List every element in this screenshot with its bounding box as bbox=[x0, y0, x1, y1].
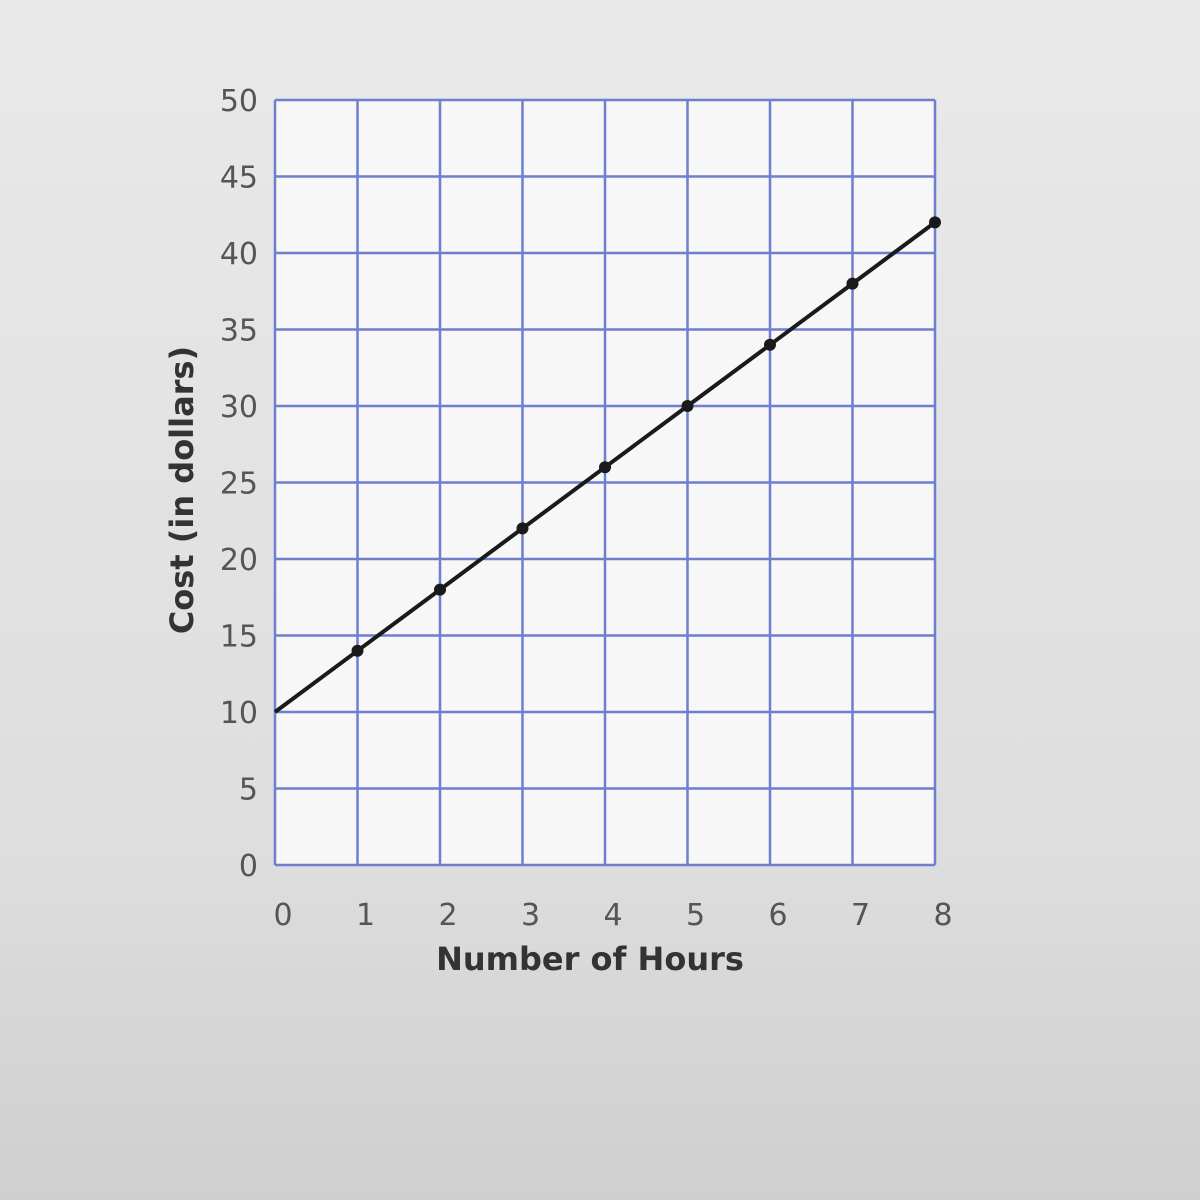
x-tick-label: 6 bbox=[768, 898, 787, 933]
x-tick-label: 1 bbox=[356, 898, 375, 933]
data-point bbox=[351, 644, 364, 657]
y-tick-label: 15 bbox=[220, 620, 258, 655]
x-tick-label: 0 bbox=[273, 898, 292, 933]
data-point bbox=[929, 216, 941, 229]
x-tick-label: 8 bbox=[933, 898, 952, 933]
x-tick-label: 4 bbox=[603, 898, 622, 933]
y-tick-label: 10 bbox=[220, 696, 258, 731]
x-axis-label: Number of Hours bbox=[436, 940, 744, 978]
data-point bbox=[681, 400, 694, 412]
y-tick-label: 50 bbox=[220, 84, 258, 119]
y-axis-ticks: 0 5 10 15 20 25 30 35 40 45 50 bbox=[220, 84, 258, 884]
data-point bbox=[764, 338, 776, 351]
y-tick-label: 0 bbox=[239, 849, 258, 884]
x-tick-label: 7 bbox=[851, 898, 870, 933]
data-point bbox=[599, 461, 611, 474]
data-point bbox=[516, 522, 529, 535]
x-tick-label: 3 bbox=[521, 898, 540, 933]
y-tick-label: 25 bbox=[220, 467, 258, 502]
y-tick-label: 45 bbox=[220, 161, 258, 196]
x-tick-label: 5 bbox=[686, 898, 705, 933]
x-axis-ticks: 0 1 2 3 4 5 6 7 8 bbox=[273, 898, 952, 933]
y-tick-label: 5 bbox=[239, 773, 258, 808]
y-tick-label: 40 bbox=[220, 237, 258, 272]
data-point bbox=[846, 277, 859, 290]
series bbox=[273, 216, 941, 714]
x-tick-label: 2 bbox=[438, 898, 457, 933]
y-tick-label: 35 bbox=[220, 314, 258, 349]
data-point bbox=[434, 583, 446, 596]
y-axis-label: Cost (in dollars) bbox=[163, 346, 201, 634]
y-tick-label: 30 bbox=[220, 390, 258, 425]
y-tick-label: 20 bbox=[220, 543, 258, 578]
